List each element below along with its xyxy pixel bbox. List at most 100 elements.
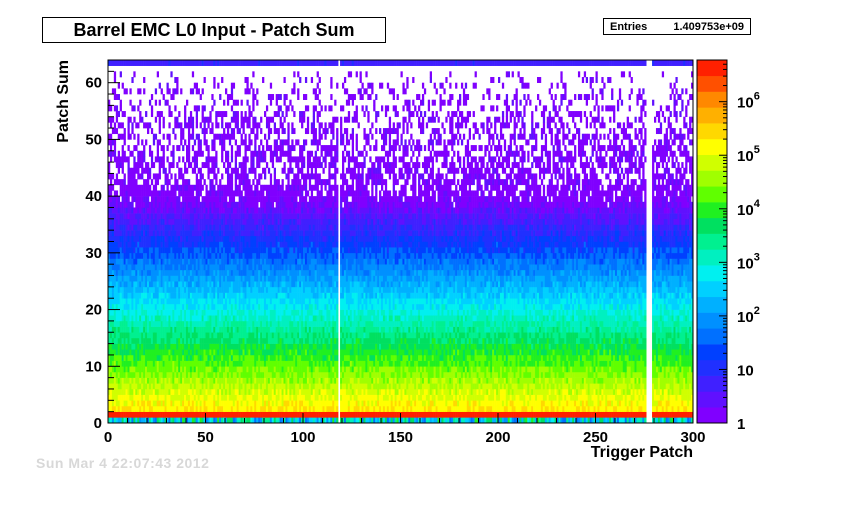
heatmap-cell (201, 111, 204, 118)
heatmap-cell (156, 156, 159, 163)
heatmap-cell (299, 309, 302, 316)
heatmap-cell (119, 201, 122, 208)
heatmap-cell (174, 360, 177, 367)
heatmap-cell (260, 337, 263, 344)
heatmap-cell (277, 190, 280, 197)
heatmap-cell (240, 309, 243, 316)
heatmap-cell (207, 156, 210, 163)
heatmap-cell (139, 286, 142, 293)
heatmap-cell (135, 196, 138, 203)
heatmap-cell (187, 196, 191, 203)
heatmap-cell (186, 213, 189, 220)
heatmap-cell (267, 218, 271, 225)
heatmap-cell (145, 264, 148, 271)
heatmap-cell (147, 388, 150, 395)
heatmap-cell (111, 349, 115, 356)
heatmap-cell (269, 145, 273, 152)
heatmap-cell (156, 405, 159, 412)
heatmap-cell (164, 377, 167, 384)
heatmap-cell (234, 371, 237, 378)
heatmap-cell (117, 218, 120, 225)
heatmap-cell (158, 343, 161, 350)
heatmap-cell (219, 360, 222, 367)
heatmap-cell (137, 326, 140, 333)
heatmap-cell (150, 196, 154, 203)
heatmap-cell (143, 224, 146, 231)
heatmap-cell (141, 173, 144, 180)
heatmap-cell (168, 400, 171, 407)
heatmap-cell (275, 179, 278, 186)
heatmap-cell (217, 133, 220, 140)
heatmap-cell (184, 162, 187, 169)
heatmap-cell (193, 383, 197, 390)
heatmap-cell (269, 405, 273, 412)
heatmap-cell (113, 354, 117, 361)
heatmap-cell (199, 303, 202, 310)
heatmap-cell (176, 343, 179, 350)
heatmap-cell (139, 388, 142, 395)
heatmap-cell (158, 383, 161, 390)
heatmap-cell (152, 258, 156, 265)
heatmap-cell (225, 303, 228, 310)
heatmap-cell (180, 286, 183, 293)
heatmap-cell (277, 105, 280, 112)
heatmap-cell (230, 190, 234, 197)
heatmap-cell (174, 315, 177, 322)
heatmap-cell (295, 292, 298, 299)
heatmap-cell (260, 383, 263, 390)
heatmap-cell (119, 281, 122, 288)
heatmap-cell (111, 400, 115, 407)
heatmap-cell (256, 201, 259, 208)
heatmap-cell (297, 349, 300, 356)
heatmap-cell (217, 349, 220, 356)
heatmap-cell (115, 354, 119, 361)
heatmap-cell (228, 337, 232, 344)
heatmap-cell (287, 411, 290, 418)
heatmap-cell (147, 337, 150, 344)
heatmap-cell (145, 224, 148, 231)
heatmap-cell (148, 332, 152, 339)
heatmap-cell (258, 377, 261, 384)
heatmap-cell (125, 360, 128, 367)
heatmap-cell (135, 184, 138, 191)
heatmap-cell (170, 224, 173, 231)
heatmap-cell (291, 196, 294, 203)
heatmap-cell (209, 383, 212, 390)
heatmap-cell (133, 383, 136, 390)
heatmap-cell (252, 264, 255, 271)
heatmap-cell (131, 258, 134, 265)
heatmap-cell (199, 326, 202, 333)
heatmap-cell (297, 377, 300, 384)
heatmap-cell (230, 326, 234, 333)
heatmap-cell (123, 405, 126, 412)
heatmap-cell (264, 207, 267, 214)
heatmap-cell (201, 400, 204, 407)
heatmap-cell (201, 281, 204, 288)
heatmap-cell (121, 247, 124, 254)
heatmap-cell (201, 105, 204, 112)
heatmap-cell (135, 207, 138, 214)
heatmap-cell (141, 139, 144, 146)
heatmap-cell (258, 213, 261, 220)
heatmap-cell (275, 286, 278, 293)
heatmap-cell (207, 258, 210, 265)
heatmap-cell (172, 213, 175, 220)
heatmap-cell (285, 269, 288, 276)
heatmap-cell (215, 252, 218, 259)
heatmap-cell (262, 303, 265, 310)
heatmap-cell (182, 201, 185, 208)
heatmap-cell (172, 156, 175, 163)
heatmap-cell (109, 366, 113, 373)
heatmap-cell (150, 111, 154, 118)
heatmap-cell (283, 354, 286, 361)
heatmap-cell (269, 230, 273, 237)
heatmap-cell (258, 394, 261, 401)
heatmap-cell (123, 417, 126, 424)
heatmap-cell (135, 417, 138, 424)
heatmap-cell (246, 326, 249, 333)
heatmap-cell (295, 60, 298, 66)
heatmap-cell (293, 303, 296, 310)
heatmap-cell (273, 388, 276, 395)
heatmap-cell (187, 343, 191, 350)
heatmap-cell (195, 349, 198, 356)
